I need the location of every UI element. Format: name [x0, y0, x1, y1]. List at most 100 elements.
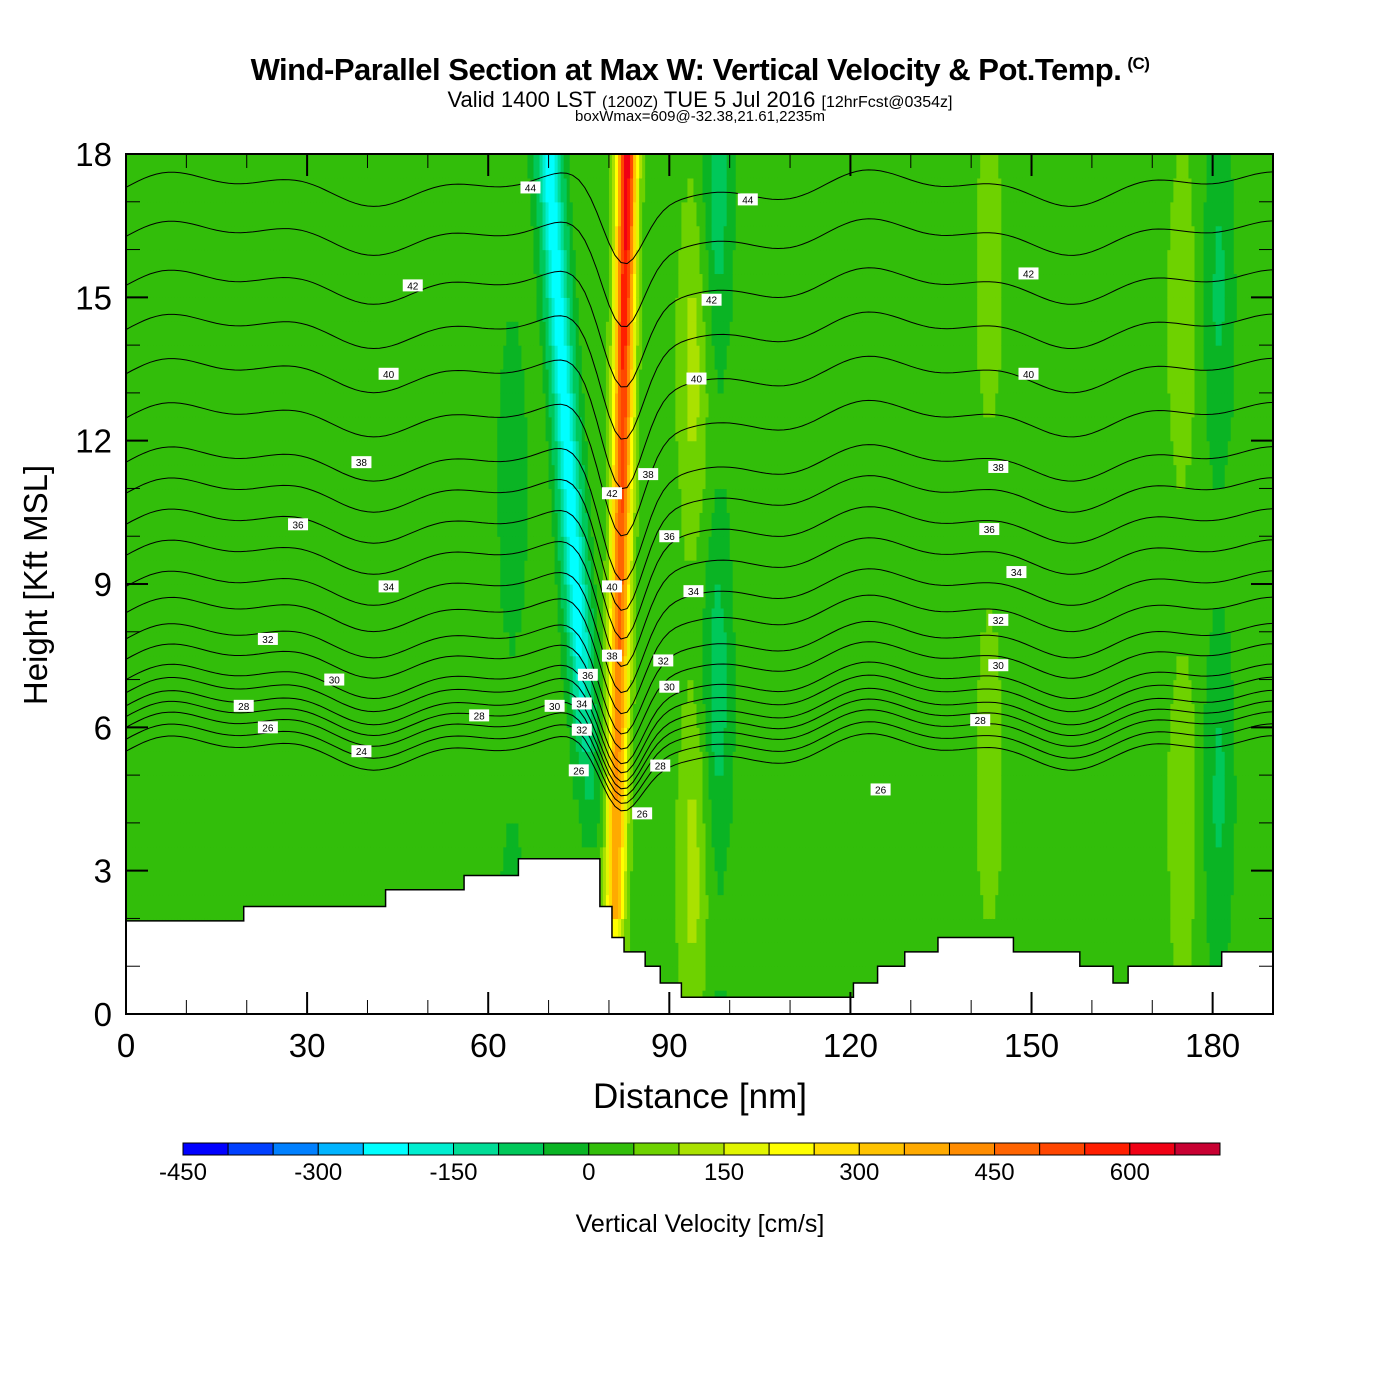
- field-cell: [237, 703, 242, 728]
- field-cell: [231, 297, 236, 322]
- field-cell: [270, 560, 275, 585]
- field-cell: [273, 751, 278, 776]
- field-cell: [198, 799, 203, 824]
- field-cell: [304, 631, 308, 657]
- field-cell: [358, 631, 363, 657]
- field-cell: [298, 751, 302, 776]
- field-cell: [282, 201, 287, 227]
- field-cell: [301, 440, 305, 466]
- field-cell: [216, 249, 221, 275]
- field-cell: [126, 416, 130, 442]
- field-cell: [343, 177, 347, 203]
- field-cell: [219, 894, 224, 920]
- field-cell: [141, 607, 145, 633]
- field-cell: [288, 249, 293, 275]
- field-cell: [285, 679, 290, 705]
- field-cell: [129, 703, 133, 728]
- field-cell: [325, 440, 329, 466]
- field-cell: [237, 799, 242, 824]
- field-cell: [177, 799, 181, 824]
- field-cell: [126, 584, 130, 609]
- field-cell: [340, 799, 344, 824]
- field-cell: [204, 488, 209, 513]
- field-cell: [132, 775, 136, 800]
- field-cell: [258, 870, 263, 896]
- field-cell: [198, 249, 203, 275]
- field-cell: [171, 870, 175, 896]
- field-cell: [313, 225, 317, 251]
- field-cell: [343, 297, 347, 322]
- field-cell: [174, 536, 178, 561]
- field-cell: [216, 464, 221, 490]
- field-cell: [370, 655, 375, 681]
- chart-subtitle-2: boxWmax=609@-32.38,21.61,2235m: [575, 108, 825, 125]
- field-cell: [174, 297, 178, 322]
- field-cell: [279, 416, 284, 442]
- field-cell: [198, 154, 203, 179]
- field-cell: [141, 894, 145, 920]
- field-cell: [340, 822, 344, 848]
- field-cell: [367, 679, 372, 705]
- field-cell: [156, 416, 160, 442]
- field-cell: [385, 631, 390, 657]
- field-cell: [156, 631, 160, 657]
- field-cell: [304, 488, 308, 513]
- field-cell: [252, 799, 257, 824]
- field-cell: [270, 345, 275, 370]
- field-cell: [177, 822, 181, 848]
- field-cell: [325, 488, 329, 513]
- field-cell: [319, 607, 323, 633]
- field-cell: [252, 512, 257, 537]
- field-cell: [267, 751, 272, 776]
- field-cell: [156, 846, 160, 872]
- field-cell: [379, 679, 384, 705]
- field-cell: [216, 560, 221, 585]
- field-cell: [334, 822, 338, 848]
- field-cell: [316, 607, 320, 633]
- field-cell: [261, 201, 266, 227]
- field-cell: [340, 177, 344, 203]
- field-cell: [301, 607, 305, 633]
- field-cell: [168, 536, 172, 561]
- field-cell: [132, 727, 136, 752]
- field-cell: [141, 225, 145, 251]
- field-cell: [159, 154, 163, 179]
- field-cell: [243, 727, 248, 752]
- field-cell: [219, 464, 224, 490]
- field-cell: [147, 727, 151, 752]
- field-cell: [385, 392, 390, 418]
- field-cell: [313, 727, 317, 752]
- field-cell: [382, 177, 387, 203]
- field-cell: [355, 177, 360, 203]
- field-cell: [132, 870, 136, 896]
- field-cell: [379, 488, 384, 513]
- field-cell: [313, 560, 317, 585]
- field-cell: [361, 751, 366, 776]
- field-cell: [231, 607, 236, 633]
- field-cell: [168, 584, 172, 609]
- field-cell: [276, 822, 281, 848]
- field-cell: [129, 488, 133, 513]
- field-cell: [319, 201, 323, 227]
- field-cell: [192, 536, 197, 561]
- field-cell: [382, 154, 387, 179]
- field-cell: [135, 249, 139, 275]
- field-cell: [292, 751, 296, 776]
- field-cell: [156, 273, 160, 298]
- field-cell: [385, 369, 390, 394]
- field-cell: [292, 584, 296, 609]
- field-cell: [174, 799, 178, 824]
- field-cell: [201, 799, 206, 824]
- field-cell: [258, 846, 263, 872]
- field-cell: [328, 775, 332, 800]
- field-cell: [343, 488, 347, 513]
- field-cell: [364, 822, 369, 848]
- field-cell: [135, 201, 139, 227]
- field-cell: [355, 392, 360, 418]
- field-cell: [165, 775, 169, 800]
- field-cell: [147, 225, 151, 251]
- field-cell: [273, 488, 278, 513]
- field-cell: [334, 655, 338, 681]
- field-cell: [267, 440, 272, 466]
- field-cell: [304, 584, 308, 609]
